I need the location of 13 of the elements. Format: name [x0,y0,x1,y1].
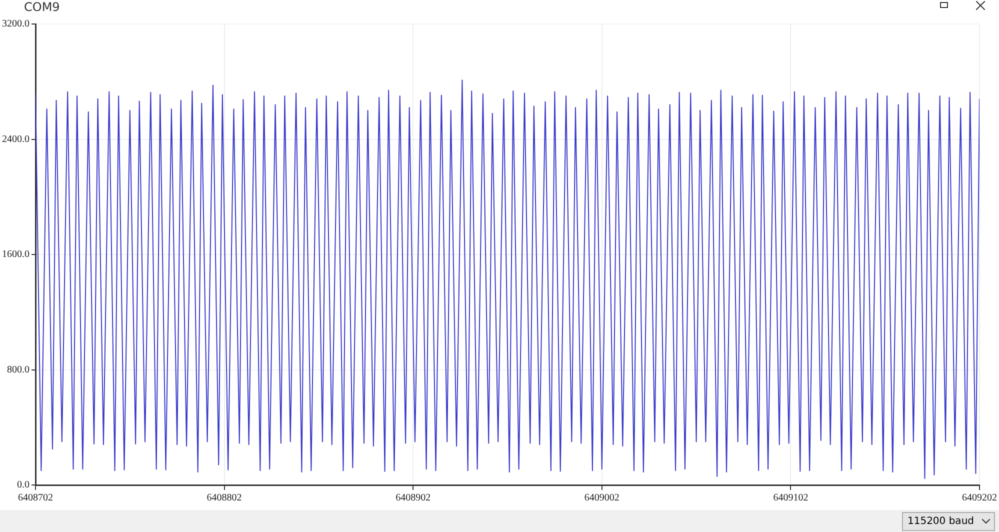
y-tick-label: 1600.0 [2,249,30,260]
y-tick-label: 0.0 [17,480,30,491]
x-tick-label: 6409002 [584,492,620,504]
text: 115200 baud [907,515,974,529]
x-tick-label: 6408902 [396,492,431,504]
y-tick-label: 3200.0 [2,18,30,30]
chart-title: COM9 [24,0,60,14]
y-tick-label: 800.0 [7,364,30,376]
y-tick-label: 2400.0 [2,134,30,145]
x-tick-label: 6409102 [773,492,808,504]
x-tick-label: 6408802 [206,492,242,504]
x-tick-label: 6409202 [962,492,997,504]
x-tick-label: 6408702 [18,492,53,504]
